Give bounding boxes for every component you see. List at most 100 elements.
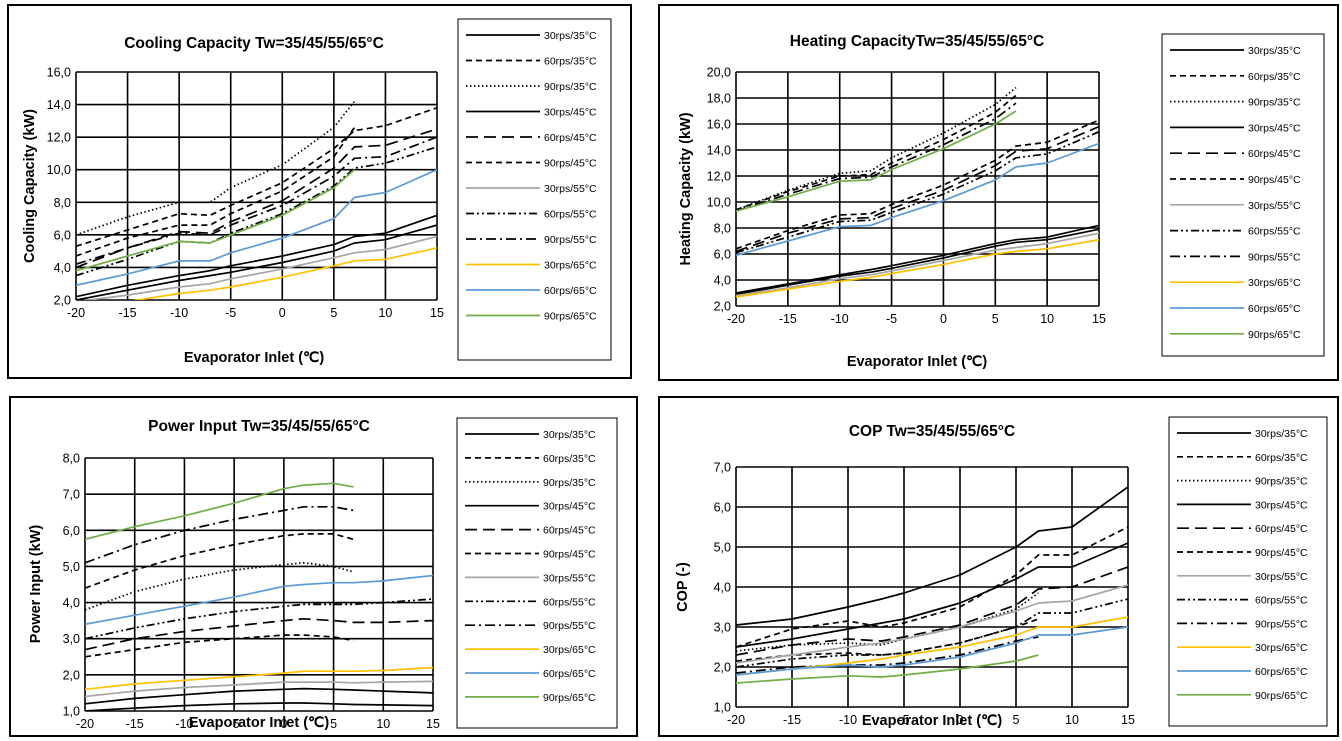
series-line-60rps-65-c [76,168,437,287]
x-tick-label: -5 [229,717,240,731]
y-tick-label: 7,0 [714,461,731,475]
series-line-30rps-55-c [736,584,1128,664]
legend-entry: 30rps/65°C [1248,277,1301,289]
y-tick-label: 6,0 [63,524,80,538]
y-tick-label: 14,0 [707,144,731,158]
series-line-60rps-45-c [736,125,1099,253]
x-tick-label: -10 [175,717,193,731]
legend-entry: 60rps/45°C [1248,148,1301,160]
x-tick-label: -20 [76,717,94,731]
legend-entry: 30rps/55°C [543,572,596,584]
legend-entry: 60rps/55°C [1255,595,1308,607]
x-axis-label: Evaporator Inlet (℃) [847,354,988,370]
y-tick-label: 4,0 [63,596,80,610]
legend-entry: 30rps/55°C [1255,571,1308,583]
y-tick-label: 7,0 [63,488,80,502]
series-line-30rps-55-c [85,680,433,698]
x-tick-label: -20 [727,312,745,326]
series-line-30rps-35-c [736,224,1099,294]
chart-panel-cooling-capacity: Cooling Capacity Tw=35/45/55/65°C 2,0 4,0 6… [7,4,632,379]
legend-entry: 30rps/35°C [1255,428,1308,440]
legend-entry: 60rps/55°C [1248,226,1301,238]
legend-entry: 90rps/55°C [543,620,596,632]
series-line-90rps-55-c [85,505,354,564]
x-tick-label: 15 [430,306,444,320]
y-tick-label: 12,0 [47,131,71,145]
y-tick-label: 16,0 [47,66,71,80]
x-axis-label: Evaporator Inlet (℃) [184,350,325,366]
series-line-60rps-65-c [85,574,433,626]
legend-entry: 60rps/35°C [544,56,597,68]
legend-box [457,18,612,361]
x-tick-label: 0 [280,717,287,731]
y-tick-label: 2,0 [63,668,80,682]
series-line-30rps-35-c [736,486,1128,626]
x-tick-label: -5 [886,312,897,326]
x-tick-label: 15 [1092,312,1106,326]
y-tick-label: 4,0 [714,274,731,288]
x-tick-label: 0 [279,306,286,320]
series-line-60rps-55-c [736,598,1128,668]
legend-entry: 30rps/55°C [544,183,597,195]
legend-box [456,417,618,729]
series-line-90rps-45-c [736,94,1017,211]
legend-entry: 60rps/35°C [1248,71,1301,83]
chart-title: COP Tw=35/45/55/65°C [849,423,1015,440]
series-line-90rps-65-c [76,169,356,272]
legend-entry: 30rps/45°C [1248,122,1301,134]
legend-entry: 60rps/65°C [1255,666,1308,678]
series-line-90rps-65-c [736,110,1017,212]
y-tick-label: 4,0 [54,261,71,275]
x-tick-label: -20 [727,713,745,727]
chart-title: Power Input Tw=35/45/55/65°C [148,418,370,435]
y-axis-label: Heating Capacity (kW) [678,112,694,265]
series-line-30rps-35-c [76,214,437,298]
legend-entry: 90rps/65°C [1248,329,1301,341]
chart-panel-cop: COP Tw=35/45/55/65°C 1,0 2,0 3,0 4,0 5,0 6,0 7,… [658,396,1339,737]
y-tick-label: 1,0 [63,705,80,719]
y-tick-label: 20,0 [707,66,731,80]
legend-entry: 90rps/55°C [1255,618,1308,630]
legend-entry: 30rps/65°C [543,644,596,656]
series-line-90rps-45-c [85,533,354,589]
x-tick-label: 0 [957,713,964,727]
series-line-30rps-55-c [736,232,1099,297]
legend-entry: 90rps/65°C [544,311,597,323]
legend-entry: 90rps/35°C [1248,97,1301,109]
x-tick-label: 5 [330,306,337,320]
series-line-60rps-45-c [76,128,437,269]
series-line-90rps-35-c [85,561,354,611]
legend-entry: 60rps/45°C [543,525,596,537]
series-line-60rps-65-c [736,142,1099,257]
legend-entry: 30rps/65°C [1255,642,1308,654]
legend-entry: 90rps/45°C [543,549,596,561]
series-line-30rps-45-c [76,224,437,300]
series-line-30rps-65-c [736,616,1128,676]
series-line-60rps-35-c [736,526,1128,648]
legend-entry: 60rps/55°C [543,596,596,608]
series-line-30rps-45-c [736,228,1099,296]
series-line-60rps-45-c [736,566,1128,656]
chart-title: Heating CapacityTw=35/45/55/65°C [790,33,1044,50]
series-line-60rps-55-c [85,598,433,640]
x-tick-label: -10 [831,312,849,326]
legend-entry: 30rps/35°C [543,429,596,441]
x-axis-label: Evaporator Inlet (℃) [862,713,1003,729]
legend-entry: 60rps/65°C [1248,303,1301,315]
y-tick-label: 2,0 [54,294,71,308]
x-tick-label: -10 [170,306,188,320]
y-tick-label: 6,0 [714,248,731,262]
series-line-90rps-65-c [85,482,354,541]
x-tick-label: 10 [376,717,390,731]
series-line-60rps-35-c [85,634,354,658]
series-line-90rps-55-c [76,136,437,266]
y-tick-label: 8,0 [54,196,71,210]
y-axis-label: Power Input (kW) [28,525,44,644]
x-tick-label: 5 [992,312,999,326]
series-line-90rps-35-c [76,100,356,236]
legend-entry: 60rps/45°C [1255,523,1308,535]
y-tick-label: 8,0 [63,452,80,466]
legend-entry: 90rps/45°C [1248,174,1301,186]
chart-cop: COP Tw=35/45/55/65°C 1,0 2,0 3,0 4,0 5,0 6,0 7,… [675,416,1328,729]
legend-box [1168,416,1328,727]
